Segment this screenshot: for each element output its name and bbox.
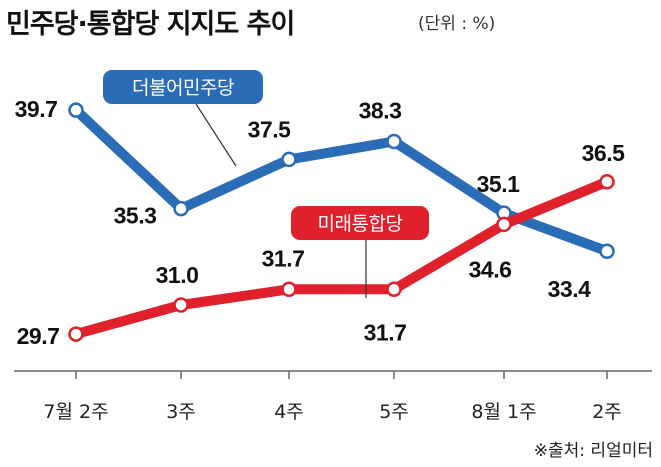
x-tick-label: 5주 [379,401,409,423]
data-label: 35.3 [114,203,157,229]
data-label: 29.7 [17,323,60,349]
data-label: 33.4 [548,276,591,302]
data-point [68,326,84,342]
legend-label: 더불어민주당 [132,77,234,99]
unit-label: (단위 : %) [418,14,496,34]
data-point [173,297,189,313]
data-label: 37.5 [248,116,291,142]
data-point [68,102,84,118]
legend-tag [103,70,263,104]
legend-leader-line [195,103,237,167]
data-point [496,216,512,233]
data-label: 34.6 [469,256,512,282]
data-point [281,151,297,168]
x-tick-label: 3주 [166,401,196,423]
data-label: 36.5 [582,140,625,166]
data-point [386,133,402,150]
data-point [599,174,615,190]
legend-label: 미래통합당 [318,213,403,235]
data-label: 39.7 [15,96,58,122]
x-tick-label: 8월 1주 [471,401,536,423]
legend-tag [291,206,429,240]
data-point [386,281,402,298]
data-point [599,243,615,259]
data-label: 38.3 [359,98,402,124]
chart-title: 민주당·통합당 지지도 추이 [6,9,295,40]
data-label: 31.7 [364,319,407,345]
data-label: 31.0 [156,262,199,288]
data-point [281,281,297,298]
data-label: 35.1 [477,171,520,197]
data-point [173,200,189,217]
x-tick-label: 4주 [274,401,304,423]
series-line-2 [71,176,612,340]
source-note: ※출처: 리얼미터 [533,441,653,461]
x-tick-label: 7월 2주 [43,401,108,423]
data-label: 31.7 [262,245,305,271]
x-tick-label: 2주 [592,401,622,423]
